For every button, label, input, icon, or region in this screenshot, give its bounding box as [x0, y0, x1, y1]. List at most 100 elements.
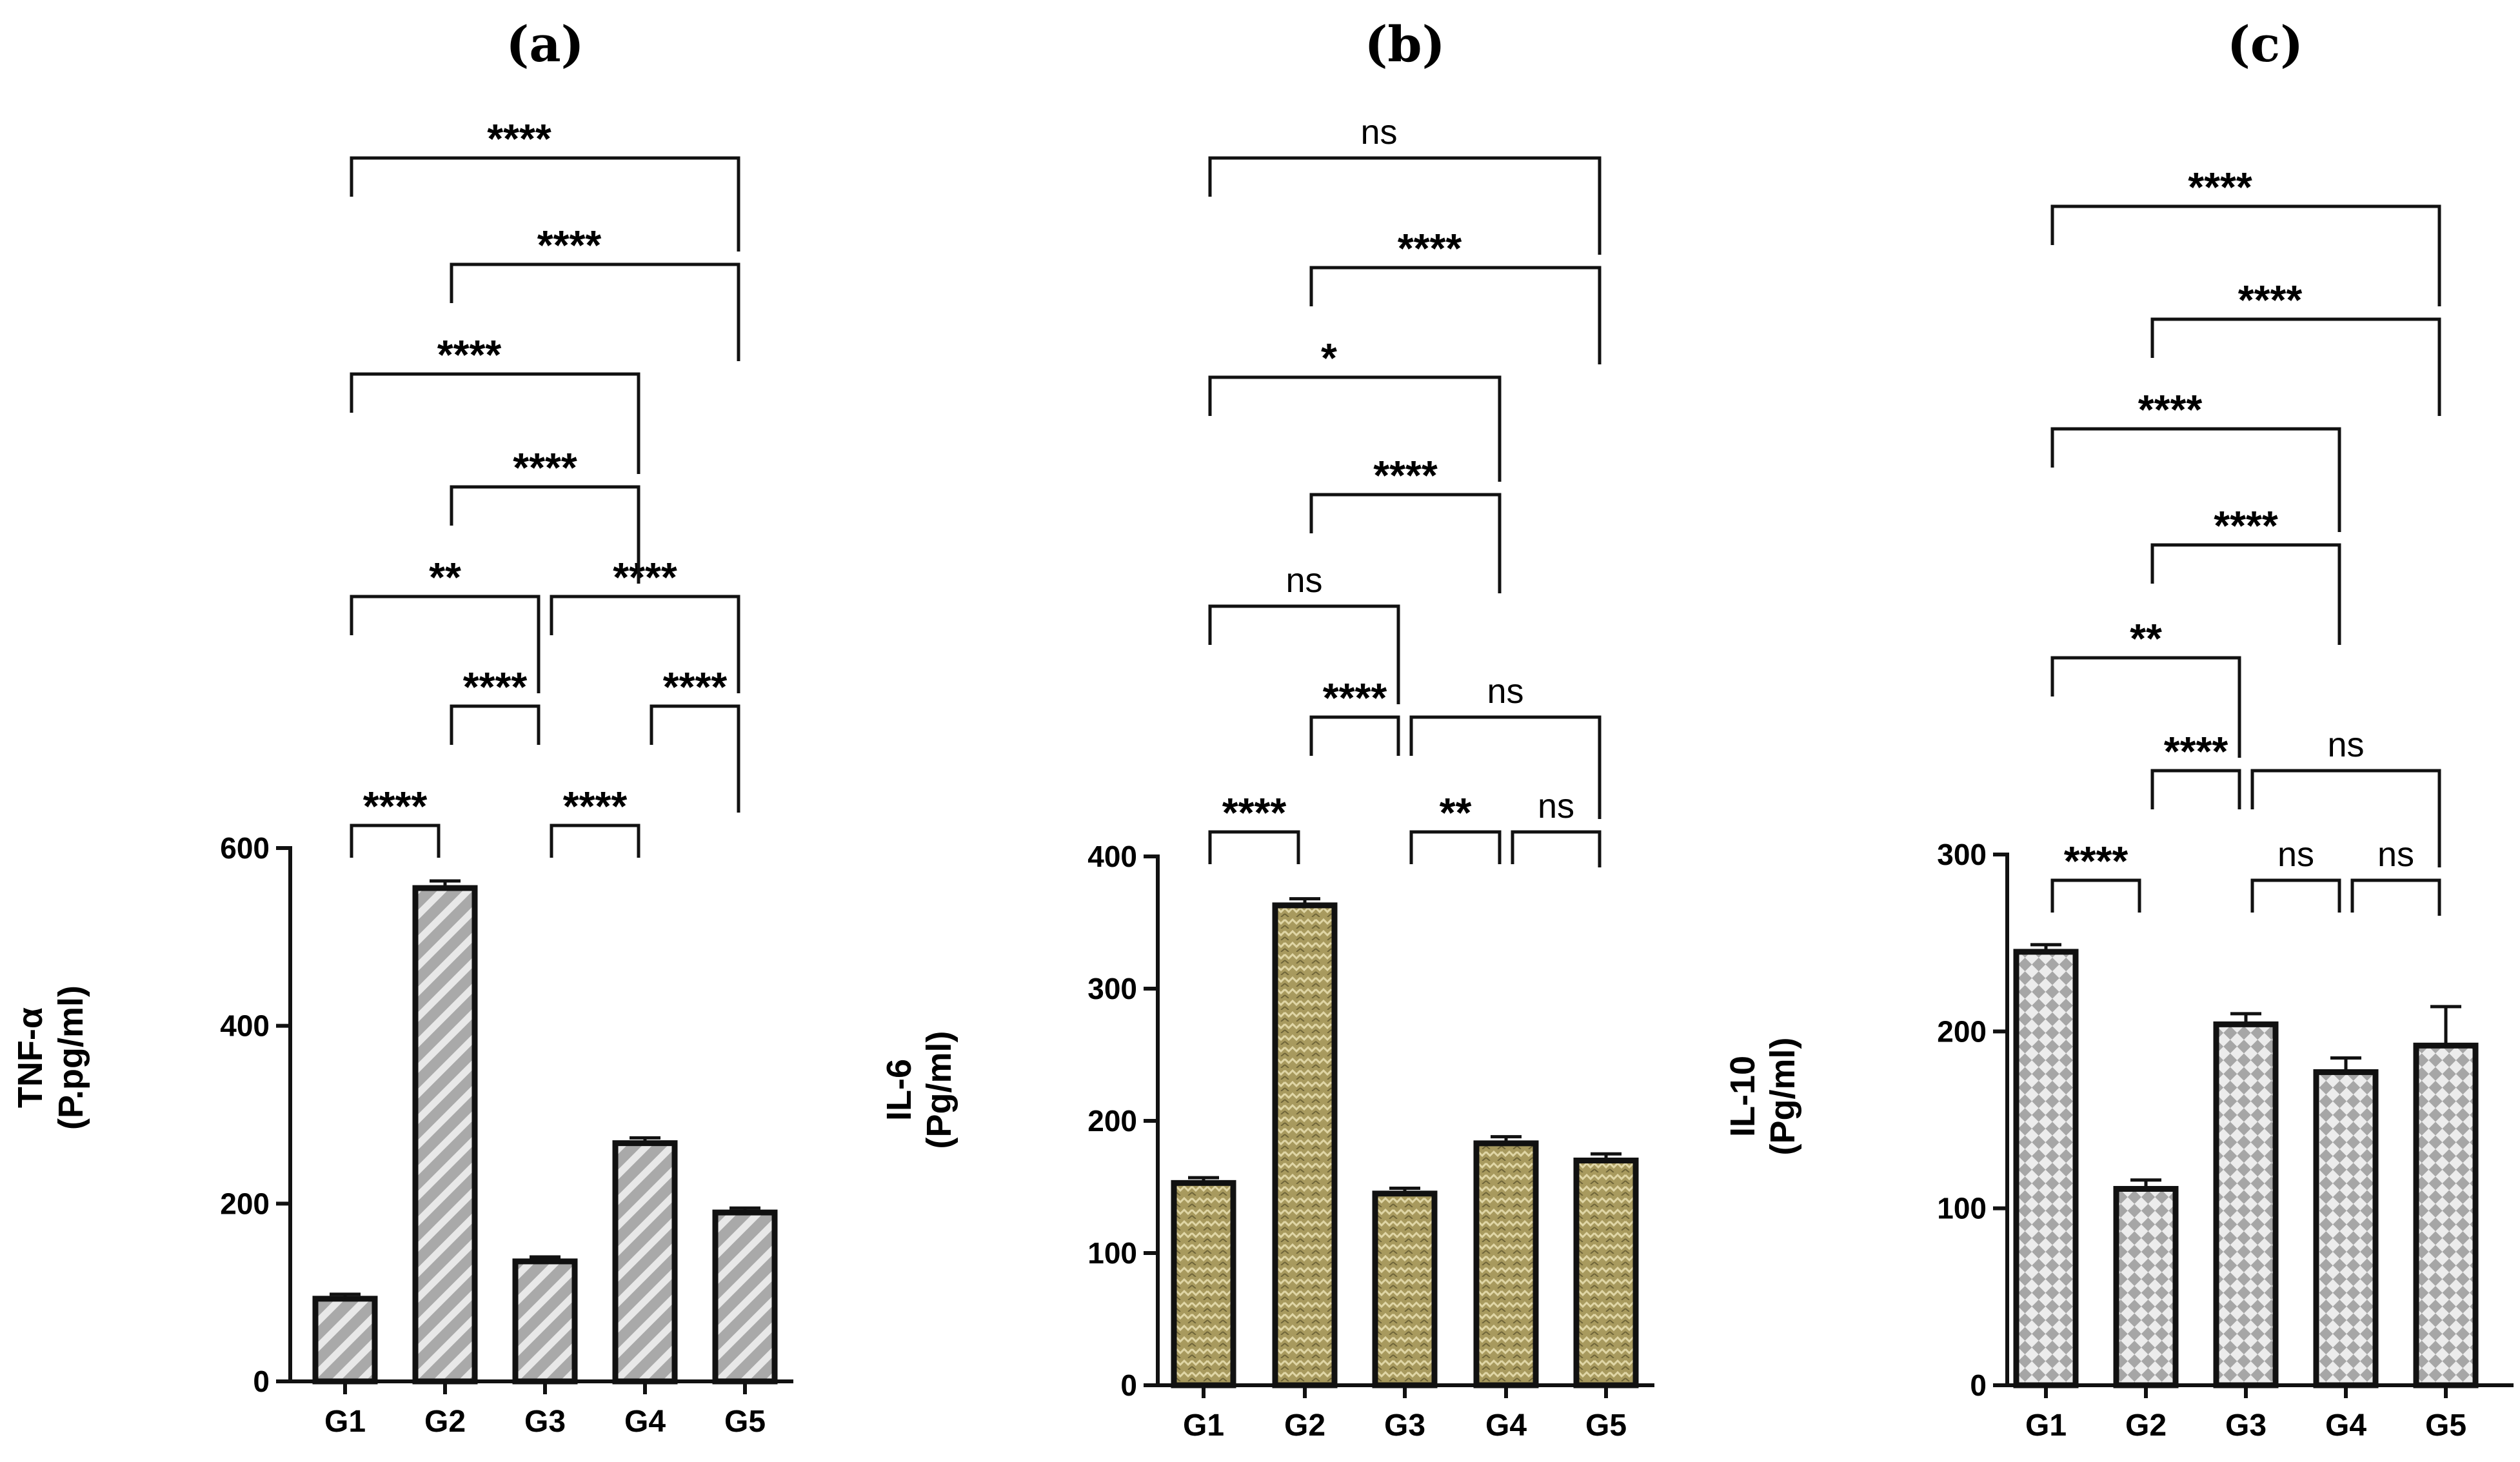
x-tick-label: G4 [624, 1405, 666, 1439]
y-tick-label: 200 [220, 1187, 270, 1220]
chart-panel-c: (c) IL-10 (Pg/ml) 0 100 200 300 G1 G2 G3 G4 G5 **** n… [1723, 15, 2514, 1443]
significance-bracket [2150, 543, 2341, 645]
y-tick-label: 600 [220, 831, 270, 865]
x-tick-label: G1 [324, 1405, 366, 1439]
significance-bracket [550, 824, 640, 858]
significance-label: **** [2138, 386, 2203, 433]
significance-bracket [350, 824, 441, 858]
x-tick-label: G1 [2025, 1408, 2067, 1443]
y-tick-label: 300 [1937, 838, 1987, 871]
significance-bracket [1208, 604, 1400, 704]
significance-bracket [1208, 375, 1502, 482]
significance-label: * [1321, 335, 1337, 381]
bar-g1 [2013, 949, 2079, 1388]
significance-label: ** [1440, 789, 1472, 836]
significance-bracket [350, 156, 740, 252]
significance-bracket [1208, 830, 1300, 864]
bar-g3 [512, 1258, 578, 1385]
panel-title: (b) [1364, 15, 1445, 73]
significance-label: **** [1323, 675, 1387, 721]
significance-bracket [350, 595, 541, 693]
x-tick-label: G4 [2325, 1408, 2366, 1443]
significance-bracket [450, 485, 640, 584]
significance-label: ns [1487, 672, 1523, 711]
x-tick-label: G4 [1485, 1408, 1527, 1443]
significance-label: **** [613, 554, 677, 600]
significance-bracket [650, 704, 740, 813]
significance-label: **** [1222, 789, 1287, 836]
significance-label: **** [363, 783, 428, 829]
significance-label: **** [563, 783, 628, 829]
significance-bracket [1409, 830, 1502, 864]
significance-bracket [1208, 156, 1602, 255]
y-axis-label: TNF-α [11, 1007, 50, 1108]
y-tick-label: 400 [1087, 840, 1137, 873]
x-tick-label: G3 [524, 1405, 566, 1439]
significance-bracket [1309, 715, 1400, 756]
y-tick-label: 100 [1087, 1236, 1137, 1270]
y-tick-label: 0 [253, 1365, 270, 1398]
bar-g5 [1573, 1158, 1639, 1388]
y-tick-label: 300 [1087, 972, 1137, 1005]
significance-bracket [350, 372, 640, 474]
significance-label: ns [1285, 561, 1322, 600]
y-tick-label: 200 [1937, 1014, 1987, 1048]
x-tick-label: G2 [424, 1405, 466, 1439]
panel-title: (c) [2227, 15, 2303, 73]
x-tick-label: G5 [724, 1405, 766, 1439]
significance-bracket [2250, 769, 2441, 867]
y-tick-label: 0 [1970, 1368, 1987, 1402]
significance-label: ns [2327, 726, 2364, 764]
significance-label: ns [2277, 835, 2314, 874]
x-tick-label: G1 [1183, 1408, 1224, 1443]
significance-label: ns [1360, 113, 1397, 152]
bar-g1 [1171, 1180, 1236, 1388]
y-axis-label: (Pg/ml) [920, 1031, 958, 1149]
x-tick-label: G5 [1585, 1408, 1627, 1443]
x-tick-label: G5 [2425, 1408, 2466, 1443]
y-axis-label: (P.pg/ml) [52, 985, 90, 1130]
significance-bracket [2250, 878, 2341, 913]
significance-label: **** [487, 115, 551, 162]
bar-g5 [2413, 1042, 2479, 1388]
significance-bracket [1409, 715, 1602, 819]
y-tick-label: 200 [1087, 1104, 1137, 1138]
significance-label: **** [663, 664, 728, 710]
x-tick-label: G2 [2125, 1408, 2167, 1443]
significance-bracket [1309, 266, 1602, 364]
significance-bracket [550, 595, 740, 693]
significance-label: **** [2214, 502, 2278, 549]
significance-label: ns [2377, 835, 2414, 874]
x-tick-label: G2 [1284, 1408, 1325, 1443]
significance-bracket [2050, 427, 2341, 532]
significance-bracket [1309, 493, 1502, 593]
bar-g2 [412, 885, 478, 1385]
significance-label: **** [2238, 277, 2303, 323]
significance-bracket [2150, 317, 2441, 416]
panel-title: (a) [506, 15, 584, 73]
significance-bracket [2050, 204, 2441, 306]
significance-label: **** [1373, 452, 1438, 499]
bar-g2 [1272, 902, 1338, 1388]
bar-g4 [612, 1140, 678, 1385]
significance-label: ns [1538, 787, 1574, 825]
significance-label: ** [2130, 615, 2162, 662]
y-axis-label: (Pg/ml) [1763, 1038, 1802, 1156]
x-tick-label: G3 [2225, 1408, 2267, 1443]
significance-label: **** [463, 664, 528, 710]
y-tick-label: 100 [1937, 1192, 1987, 1225]
x-tick-label: G3 [1384, 1408, 1425, 1443]
bar-g2 [2113, 1185, 2179, 1388]
bar-g3 [2213, 1021, 2279, 1388]
significance-label: **** [1398, 225, 1462, 272]
significance-bracket [450, 704, 541, 745]
significance-bracket [2350, 878, 2441, 916]
y-tick-label: 0 [1120, 1368, 1137, 1402]
significance-label: **** [437, 331, 502, 378]
significance-label: **** [537, 222, 602, 268]
significance-label: **** [513, 444, 577, 491]
y-axis-label: IL-10 [1723, 1056, 1762, 1137]
